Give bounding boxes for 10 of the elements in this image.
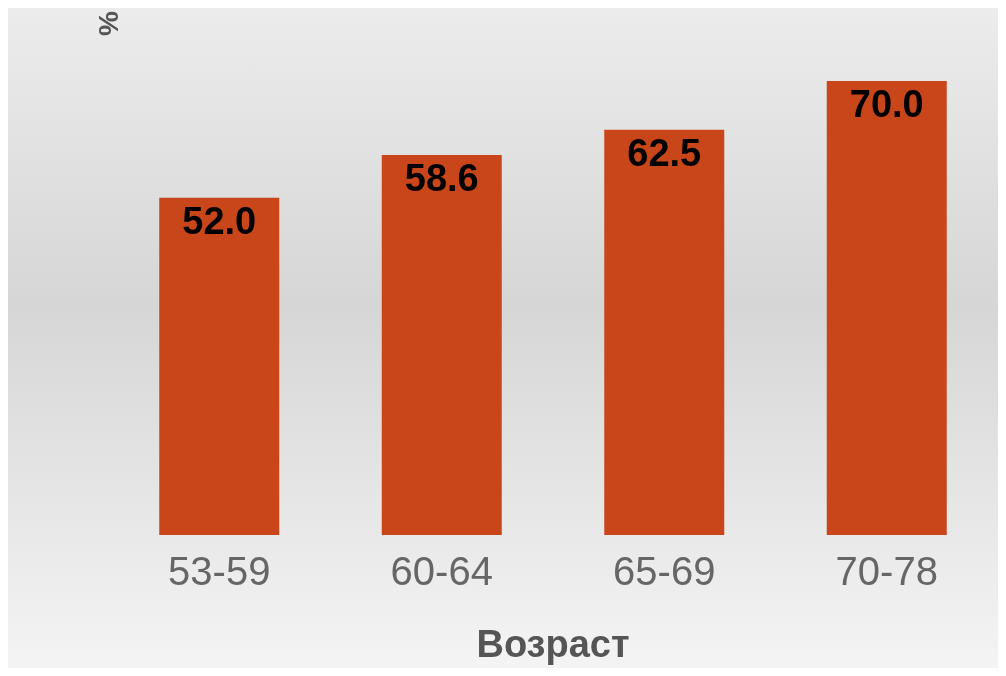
data-label: 70.0: [849, 83, 924, 125]
x-axis-title: Возраст: [476, 623, 630, 665]
x-tick-label: 65-69: [613, 549, 716, 593]
y-axis-title: %: [92, 10, 124, 36]
x-tick-label: 53-59: [168, 549, 271, 593]
data-label: 58.6: [404, 156, 479, 199]
x-tick-label: 60-64: [390, 549, 493, 593]
x-tick-label: 70-78: [835, 549, 938, 593]
data-label: 52.0: [182, 199, 257, 242]
data-label: 62.5: [627, 131, 702, 174]
